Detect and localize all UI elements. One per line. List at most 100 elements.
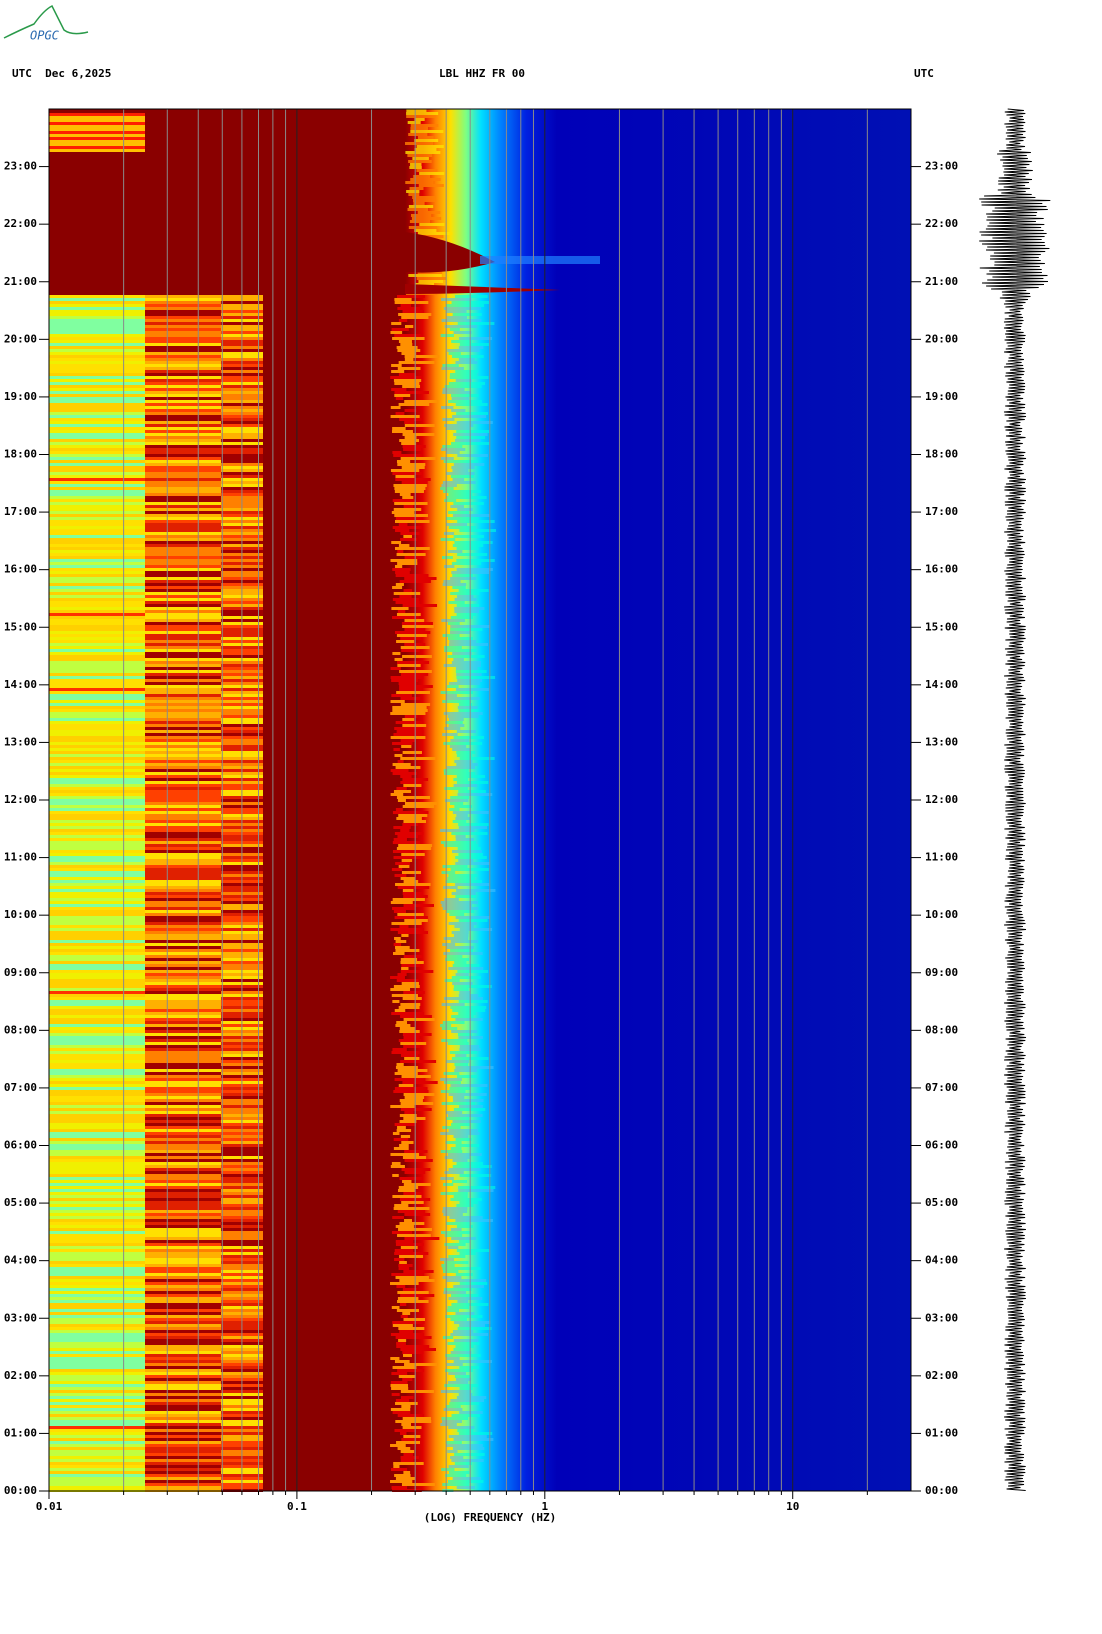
texture xyxy=(444,646,462,649)
texture xyxy=(145,325,221,328)
texture xyxy=(452,1477,481,1480)
texture xyxy=(450,1006,487,1009)
texture xyxy=(145,727,221,730)
texture xyxy=(145,658,221,661)
texture xyxy=(399,493,411,496)
texture xyxy=(446,1060,469,1063)
y-tick-label: 19:00 xyxy=(925,390,958,403)
y-tick-label: 07:00 xyxy=(925,1081,958,1094)
texture xyxy=(145,838,221,841)
texture xyxy=(49,943,145,946)
logo: OPGC xyxy=(30,29,60,43)
texture xyxy=(145,751,221,754)
texture xyxy=(49,367,145,370)
y-tick-label: 08:00 xyxy=(925,1023,958,1036)
texture xyxy=(49,1414,145,1417)
texture xyxy=(404,1150,428,1153)
texture xyxy=(49,134,145,137)
texture xyxy=(49,520,145,523)
texture xyxy=(459,1366,479,1369)
texture xyxy=(49,370,145,373)
texture xyxy=(49,1063,145,1066)
texture xyxy=(394,487,426,490)
texture xyxy=(449,1216,483,1219)
texture xyxy=(441,406,454,409)
texture xyxy=(390,676,424,679)
texture xyxy=(415,283,435,286)
texture xyxy=(49,1330,145,1333)
texture xyxy=(450,505,464,508)
texture xyxy=(450,739,470,742)
texture xyxy=(454,1321,491,1324)
texture xyxy=(394,1009,406,1012)
texture xyxy=(393,1090,429,1093)
texture xyxy=(145,1444,221,1447)
texture xyxy=(445,1141,462,1144)
texture xyxy=(49,1426,145,1429)
texture xyxy=(145,1297,221,1300)
texture xyxy=(145,865,221,868)
texture xyxy=(145,847,221,850)
texture xyxy=(397,1369,425,1372)
texture xyxy=(145,487,221,490)
texture xyxy=(455,1144,480,1147)
texture xyxy=(400,457,436,460)
texture xyxy=(145,400,221,403)
y-tick-label: 21:00 xyxy=(4,275,37,288)
texture xyxy=(390,376,422,379)
texture xyxy=(145,352,221,355)
texture xyxy=(49,865,145,868)
texture xyxy=(392,337,425,340)
texture xyxy=(145,343,221,346)
texture xyxy=(49,1240,145,1243)
texture xyxy=(49,505,145,508)
texture xyxy=(145,1099,221,1102)
texture xyxy=(145,628,221,631)
texture xyxy=(145,1051,221,1054)
texture xyxy=(459,1105,483,1108)
texture xyxy=(459,1387,473,1390)
texture xyxy=(448,1435,487,1438)
texture xyxy=(392,898,425,901)
texture xyxy=(444,1261,469,1264)
texture xyxy=(398,1375,416,1378)
texture xyxy=(49,1333,145,1336)
texture xyxy=(448,382,486,385)
texture xyxy=(49,1453,145,1456)
texture xyxy=(49,985,145,988)
texture xyxy=(145,859,221,862)
texture xyxy=(450,1228,462,1231)
texture xyxy=(446,1444,483,1447)
texture xyxy=(459,1324,485,1327)
texture xyxy=(442,583,467,586)
texture xyxy=(400,343,413,346)
texture xyxy=(448,1426,475,1429)
texture xyxy=(145,601,221,604)
texture xyxy=(49,316,145,319)
texture xyxy=(49,1303,145,1306)
texture xyxy=(145,379,221,382)
texture xyxy=(400,1003,421,1006)
texture xyxy=(459,1282,488,1285)
texture xyxy=(145,295,221,298)
texture xyxy=(403,1270,434,1273)
texture xyxy=(49,499,145,502)
texture xyxy=(145,1330,221,1333)
texture xyxy=(145,1255,221,1258)
texture xyxy=(395,601,420,604)
texture xyxy=(49,727,145,730)
texture xyxy=(448,637,473,640)
texture xyxy=(457,508,473,511)
texture xyxy=(404,1219,412,1222)
texture xyxy=(455,916,491,919)
y-tick-label: 12:00 xyxy=(925,793,958,806)
texture xyxy=(145,1066,221,1069)
texture xyxy=(49,1432,145,1435)
texture xyxy=(49,298,145,301)
texture xyxy=(49,487,145,490)
texture xyxy=(393,379,422,382)
texture xyxy=(455,856,487,859)
texture xyxy=(145,553,221,556)
texture xyxy=(440,1192,468,1195)
texture xyxy=(457,454,488,457)
